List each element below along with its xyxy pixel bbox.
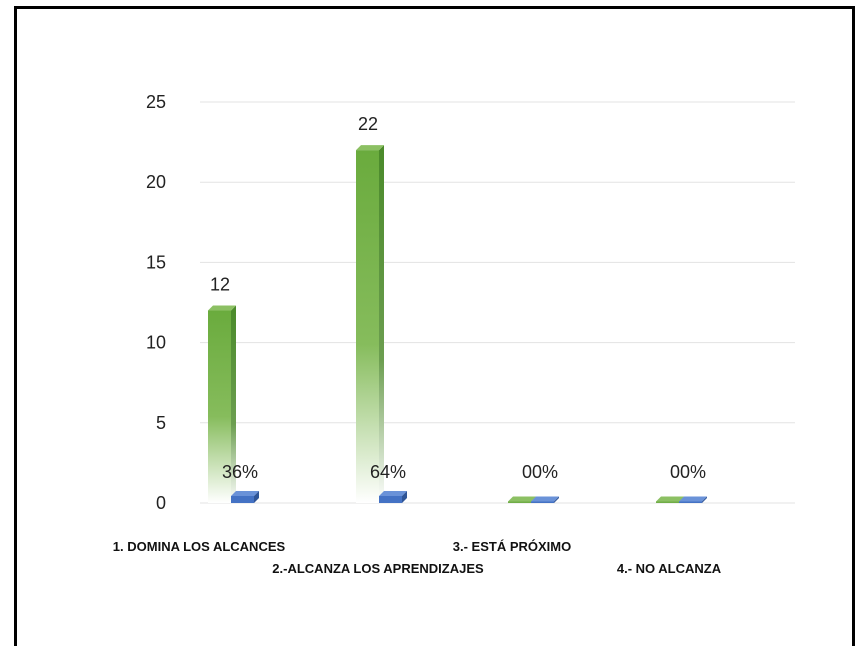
value-label-green-2: 22 bbox=[358, 114, 378, 134]
category-labels: 1. DOMINA LOS ALCANCES 2.-ALCANZA LOS APR… bbox=[113, 539, 722, 576]
category-label-4: 4.- NO ALCANZA bbox=[617, 561, 722, 576]
bar-blue-3 bbox=[531, 496, 559, 503]
bars bbox=[208, 145, 707, 503]
y-tick-label-15: 15 bbox=[146, 252, 166, 272]
value-label-blue-4: 00% bbox=[670, 462, 706, 482]
y-tick-label-10: 10 bbox=[146, 333, 166, 353]
bar-blue-1 bbox=[231, 491, 259, 503]
category-label-2: 2.-ALCANZA LOS APRENDIZAJES bbox=[272, 561, 484, 576]
value-label-blue-1: 36% bbox=[222, 462, 258, 482]
y-axis-ticks: 0 5 10 15 20 25 bbox=[146, 92, 166, 513]
y-tick-label-0: 0 bbox=[156, 493, 166, 513]
category-label-1: 1. DOMINA LOS ALCANCES bbox=[113, 539, 286, 554]
value-label-blue-2: 64% bbox=[370, 462, 406, 482]
y-tick-label-5: 5 bbox=[156, 413, 166, 433]
value-label-green-1: 12 bbox=[210, 275, 230, 295]
bar-green-1 bbox=[208, 305, 236, 503]
y-tick-label-25: 25 bbox=[146, 92, 166, 112]
category-label-3: 3.- ESTÁ PRÓXIMO bbox=[453, 539, 571, 554]
bar-green-2 bbox=[356, 145, 384, 503]
bar-blue-2 bbox=[379, 491, 407, 503]
bar-blue-4 bbox=[679, 496, 707, 503]
chart-frame bbox=[14, 6, 855, 646]
gridlines bbox=[200, 101, 795, 504]
value-label-blue-3: 00% bbox=[522, 462, 558, 482]
data-labels: 12 36% 22 64% 00% 00% bbox=[210, 114, 706, 482]
y-tick-label-20: 20 bbox=[146, 172, 166, 192]
